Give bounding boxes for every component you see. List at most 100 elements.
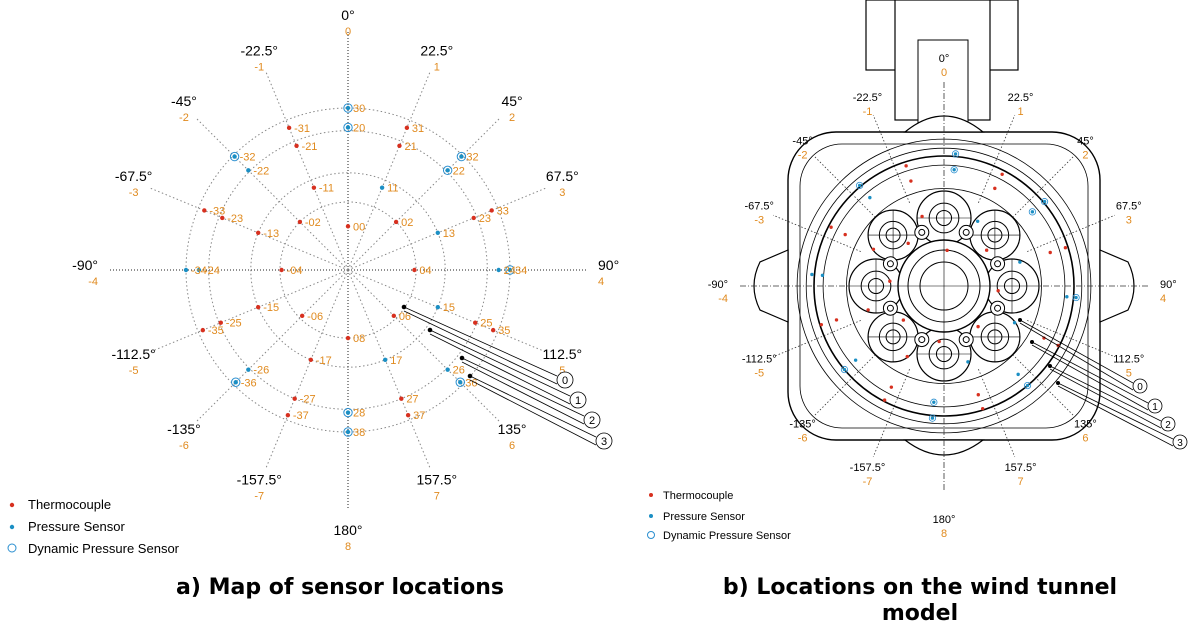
model-angle-label: 180° [933, 514, 956, 526]
sensor-label: 23 [479, 213, 491, 225]
sensor-label: 24 [504, 265, 516, 277]
pressure-sensor-point [458, 380, 463, 385]
model-angle-label: 90° [1160, 279, 1177, 291]
model-angle-index-label: -4 [718, 293, 728, 305]
model-pressure-sensor-point [857, 183, 862, 188]
sensor-label: 25 [480, 318, 492, 330]
model-angle-index-label: 7 [1017, 476, 1023, 488]
spoke-line [347, 117, 501, 271]
thermocouple-point [393, 219, 399, 225]
ring-callout-line [403, 306, 558, 377]
dynamic-sensor-ring [229, 151, 240, 162]
spoke-line [265, 71, 349, 271]
sensor-label: 32 [466, 152, 478, 164]
angle-label: 67.5° [546, 168, 579, 184]
sensor-label: 15 [443, 302, 455, 314]
ring-callout-line [461, 357, 585, 417]
caption-b-line1: b) Locations on the wind tunnel [722, 575, 1118, 600]
ring-callout-circle [569, 391, 587, 409]
model-dynamic-sensor-ring [1072, 293, 1080, 302]
model-pressure-sensor-point [868, 195, 872, 200]
model-dynamic-sensor-ring [950, 166, 958, 174]
model-thermocouple-point [1000, 172, 1004, 176]
pressure-sensor-point [345, 410, 351, 415]
model-thermocouple-point [1042, 336, 1046, 340]
angle-index-label: -1 [254, 62, 264, 74]
thermocouple-point [218, 320, 223, 325]
model-thermocouple-point [901, 318, 906, 322]
model-bolt-inner [994, 304, 1002, 312]
model-thermocouple-point [819, 322, 824, 327]
model-thermocouple-point [882, 398, 887, 402]
model-pressure-sensor-point [1074, 295, 1078, 300]
model-thermocouple-point [866, 308, 870, 312]
thermocouple-point [220, 215, 225, 221]
dynamic-sensor-ring [343, 103, 353, 113]
model-pressure-sensor-point [1016, 372, 1020, 377]
model-bolt [914, 332, 930, 348]
thermocouple-point [489, 208, 494, 213]
grid-ring [208, 130, 488, 410]
model-thermocouple-point [920, 214, 924, 219]
sensor-label: 26 [453, 365, 465, 377]
angle-label: -135° [167, 421, 201, 437]
model-pressure-sensor-point [1030, 210, 1035, 214]
model-dynamic-sensor-ring [856, 181, 864, 190]
sensor-label: 35 [498, 325, 510, 337]
dynamic-sensor-ring [343, 427, 353, 437]
ring-callout-line [429, 329, 571, 397]
model-dynamic-sensor-ring [1028, 208, 1036, 216]
pressure-sensor-point [246, 168, 251, 173]
sensor-label: -32 [240, 152, 256, 164]
thermocouple-point [200, 327, 206, 333]
legend-thermocouple-label: Thermocouple [28, 497, 111, 512]
model-ring-callout-number: 2 [1165, 420, 1171, 431]
angle-index-label: -6 [179, 440, 189, 452]
model-pressure-sensor-point [842, 367, 847, 372]
angle-label: 180° [334, 522, 363, 538]
model-bolt-inner [918, 228, 926, 236]
pressure-sensor-point [183, 267, 189, 273]
model-thermocouple-point [905, 354, 909, 359]
pressure-sensor-point [507, 267, 513, 273]
model-ring-callout-circle [1147, 398, 1163, 414]
model-angle-label: -22.5° [853, 92, 882, 104]
model-dynamic-sensor-ring [840, 365, 849, 374]
spoke-line [195, 269, 349, 423]
model-pressure-sensor-point [952, 168, 956, 172]
sensor-label: 33 [497, 205, 509, 217]
model-angle-index-label: -6 [798, 432, 808, 444]
model-angle-label: 0° [939, 53, 950, 65]
angle-index-label: -4 [88, 276, 98, 288]
sensor-label: 08 [353, 333, 365, 345]
model-pressure-sensor-point [820, 273, 825, 278]
ring-callout-circle [595, 432, 613, 450]
model-bolt [882, 300, 898, 316]
angle-index-label: 0 [345, 26, 351, 38]
sensor-label: -26 [253, 365, 269, 377]
angle-index-label: 1 [434, 62, 440, 74]
sensor-label: 06 [399, 311, 411, 323]
pressure-sensor-point [345, 429, 351, 435]
ring-callout-circle [556, 371, 574, 389]
thermocouple-point [286, 125, 292, 131]
model-thermocouple-point [1063, 246, 1068, 250]
legend-pressure-label: Pressure Sensor [28, 519, 125, 534]
angle-index-label: 2 [509, 112, 515, 124]
thermocouple-point [391, 313, 397, 319]
model-bolt-inner [886, 260, 894, 268]
pressure-sensor-point [459, 154, 464, 159]
model-thermocouple-point [984, 248, 989, 252]
sensor-label: 34 [515, 265, 527, 277]
legend-b-dynamic-label: Dynamic Pressure Sensor [663, 530, 791, 542]
sensor-label: 11 [387, 183, 398, 195]
sensor-label: -35 [208, 325, 224, 337]
pressure-sensor-point [246, 367, 251, 372]
model-ring-callout-circle [1132, 378, 1148, 394]
model-bottom-lug [903, 439, 985, 456]
model-bolt [914, 224, 930, 240]
model-thermocouple-point [904, 164, 908, 168]
model-ring-callout-number: 0 [1137, 382, 1143, 393]
model-ring-callout-line [1057, 385, 1174, 447]
thermocouple-point [490, 327, 496, 333]
